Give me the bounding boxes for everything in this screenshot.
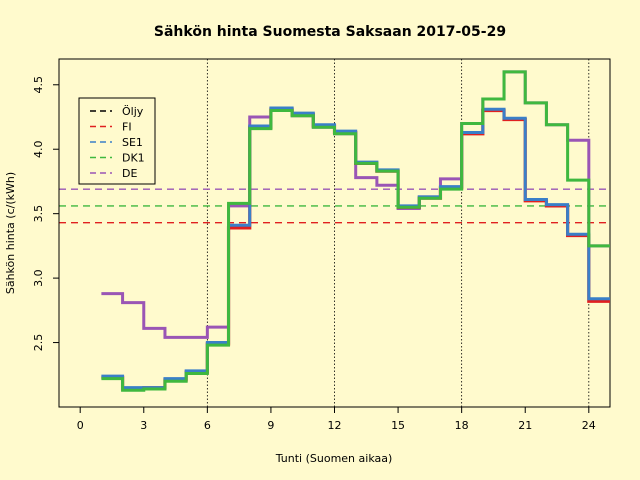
- legend-label-1: FI: [122, 121, 132, 134]
- y-tick-label-0: 2.5: [32, 334, 45, 352]
- x-axis: 0 3 6 9 12 15 18 21 24: [77, 406, 596, 432]
- average-lines: [59, 188, 610, 224]
- x-axis-label: Tunti (Suomen aikaa): [275, 452, 393, 465]
- chart-title: Sähkön hinta Suomesta Saksaan 2017-05-29: [154, 24, 506, 40]
- series-line-dk1: [101, 70, 610, 392]
- y-tick-label-2: 3.5: [32, 205, 45, 223]
- x-tick-label-9: 9: [267, 419, 274, 432]
- series-lines: [101, 70, 610, 392]
- x-tick-label-3: 3: [140, 419, 147, 432]
- y-axis-label: Sähkön hinta (c/(kWh): [4, 172, 17, 294]
- x-tick-label-18: 18: [455, 419, 469, 432]
- x-tick-label-21: 21: [518, 419, 532, 432]
- x-tick-label-0: 0: [77, 419, 84, 432]
- y-tick-label-1: 3.0: [32, 269, 45, 287]
- y-axis: 2.5 3.0 3.5 4.0 4.5: [32, 76, 60, 352]
- x-tick-label-15: 15: [391, 419, 405, 432]
- legend-box: [78, 97, 156, 185]
- vertical-guides: [206, 59, 590, 407]
- legend-label-0: Öljy: [122, 105, 144, 118]
- x-tick-label-24: 24: [582, 419, 596, 432]
- series-line-de: [101, 70, 610, 339]
- y-tick-label-3: 4.0: [32, 140, 45, 158]
- x-tick-label-12: 12: [328, 419, 342, 432]
- x-tick-label-6: 6: [204, 419, 211, 432]
- y-tick-label-4: 4.5: [32, 76, 45, 94]
- legend-label-3: DK1: [122, 152, 145, 165]
- legend-label-4: DE: [122, 167, 137, 180]
- legend-label-2: SE1: [122, 136, 143, 149]
- legend: Öljy FI SE1 DK1 DE: [78, 97, 156, 185]
